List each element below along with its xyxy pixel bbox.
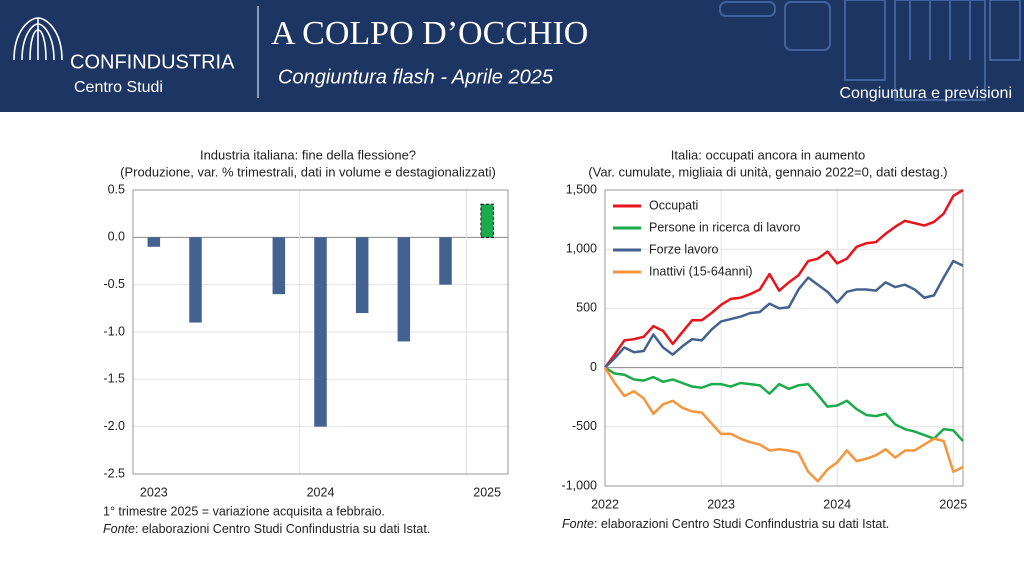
bar	[189, 237, 202, 323]
line-series	[603, 366, 964, 483]
y-tick-label: -500	[572, 419, 597, 433]
plot-frame	[604, 189, 964, 487]
bar	[439, 237, 452, 285]
bar	[480, 203, 494, 238]
y-tick-label: -0.5	[103, 277, 125, 291]
y-tick-label: 0.0	[108, 230, 125, 244]
chart-source: Fonte: elaborazioni Centro Studi Confind…	[103, 522, 430, 536]
y-tick-label: -2.0	[103, 419, 125, 433]
bar	[397, 237, 411, 342]
line-series	[604, 259, 964, 369]
section-label: Congiuntura e previsioni	[839, 85, 1012, 102]
line-series	[604, 366, 964, 442]
chart-note: 1° trimestre 2025 = variazione acquisita…	[103, 504, 385, 518]
legend-label: Forze lavoro	[649, 242, 719, 256]
line-series	[603, 188, 964, 369]
x-tick-label: 2023	[140, 485, 168, 499]
legend-label: Occupati	[649, 198, 698, 212]
chart-source: Fonte: elaborazioni Centro Studi Confind…	[562, 517, 889, 531]
y-tick-label: -2.5	[103, 466, 125, 480]
x-tick-label: 2024	[307, 485, 335, 499]
brand: CONFINDUSTRIA	[70, 51, 235, 73]
x-tick-label: 2024	[823, 497, 851, 511]
source-label: Fonte	[103, 522, 135, 536]
source-label: Fonte	[562, 517, 594, 531]
y-tick-label: -1.0	[103, 324, 125, 338]
source-text: : elaborazioni Centro Studi Confindustri…	[594, 517, 889, 531]
header-band	[0, 0, 1024, 112]
x-tick-label: 2025	[939, 497, 967, 511]
bar	[314, 237, 327, 427]
header-title: A COLPO D’OCCHIO	[271, 15, 588, 52]
logo	[13, 17, 63, 61]
chart-title: Italia: occupati ancora in aumento	[671, 147, 865, 162]
bar	[355, 237, 369, 314]
bar	[147, 237, 161, 247]
y-tick-label: 1,000	[566, 241, 597, 255]
y-tick-label: -1.5	[103, 372, 125, 386]
chart-subtitle: (Var. cumulate, migliaia di unità, genna…	[588, 164, 947, 179]
x-tick-label: 2023	[707, 497, 735, 511]
decoration	[719, 0, 1021, 101]
chart-title: Industria italiana: fine della flessione…	[200, 147, 416, 162]
chart-subtitle: (Produzione, var. % trimestrali, dati in…	[120, 164, 496, 179]
x-tick-label: 2022	[591, 497, 619, 511]
y-tick-label: -1,000	[562, 478, 597, 492]
legend-label: Inattivi (15-64anni)	[649, 264, 753, 278]
y-tick-label: 0	[590, 360, 597, 374]
plot-frame	[132, 189, 509, 475]
x-tick-label: 2025	[473, 485, 501, 499]
legend-label: Persone in ricerca di lavoro	[649, 220, 801, 234]
y-tick-label: 0.5	[108, 182, 125, 196]
source-text: : elaborazioni Centro Studi Confindustri…	[135, 522, 430, 536]
bar	[272, 237, 286, 295]
y-tick-label: 500	[576, 301, 597, 315]
brand-unit: Centro Studi	[74, 79, 163, 96]
y-tick-label: 1,500	[566, 182, 597, 196]
header-subtitle: Congiuntura flash - Aprile 2025	[278, 66, 554, 88]
